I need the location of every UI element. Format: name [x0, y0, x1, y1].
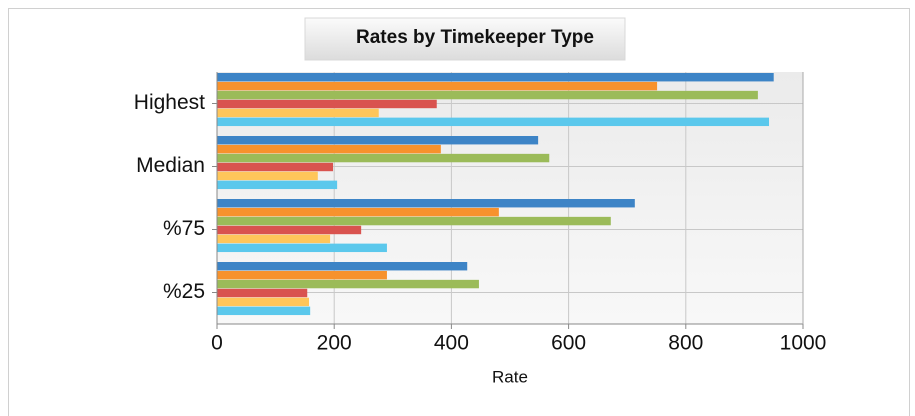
x-tick-label: 400	[434, 332, 469, 355]
bar	[217, 117, 770, 127]
bar	[217, 297, 310, 307]
bar	[217, 306, 311, 316]
bar	[217, 73, 774, 82]
bar	[217, 171, 318, 181]
bar	[217, 136, 539, 145]
bar	[217, 262, 468, 271]
bar	[217, 144, 441, 154]
x-tick-label: 0	[211, 332, 223, 355]
title-box	[304, 17, 626, 61]
bar	[217, 153, 550, 163]
x-tick-label: 600	[551, 332, 586, 355]
x-tick-label: 200	[317, 332, 352, 355]
y-tick-label: %75	[163, 217, 205, 240]
x-tick-label: 800	[668, 332, 703, 355]
bar	[217, 270, 387, 280]
bar	[217, 279, 479, 289]
bar	[217, 90, 758, 100]
bar	[217, 81, 658, 91]
x-tick-label: 1000	[780, 332, 827, 355]
bar	[217, 180, 338, 190]
y-tick-label: Highest	[134, 91, 205, 114]
x-axis-label: Rate	[492, 367, 528, 386]
bar	[217, 216, 611, 226]
bar	[217, 108, 379, 118]
bar	[217, 162, 334, 172]
bar	[217, 234, 331, 244]
y-tick-label: %25	[163, 280, 205, 303]
bar	[217, 99, 437, 109]
bar	[217, 225, 362, 235]
bar	[217, 207, 499, 217]
y-tick-label: Median	[136, 154, 205, 177]
bar	[217, 199, 635, 208]
chart-title: Rates by Timekeeper Type	[356, 27, 594, 48]
bar	[217, 288, 308, 298]
bar	[217, 243, 387, 253]
